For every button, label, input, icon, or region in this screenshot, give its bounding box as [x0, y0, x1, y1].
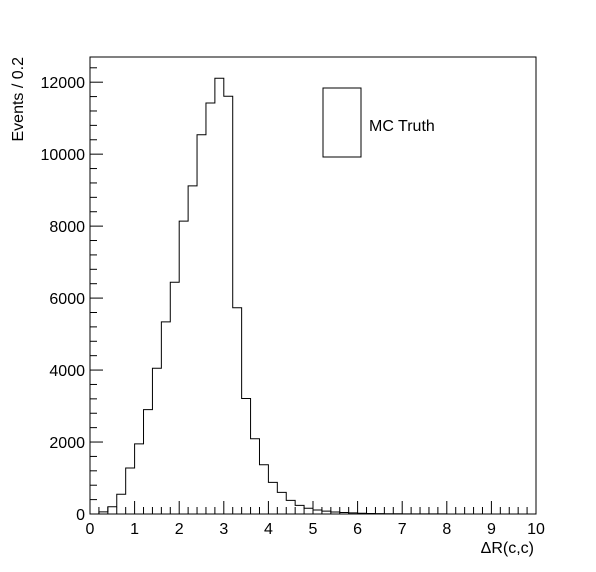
y-tick-label: 12000 — [41, 75, 86, 92]
histogram-bin — [179, 221, 188, 514]
y-tick-label: 8000 — [49, 219, 85, 236]
histogram-bin — [117, 494, 126, 514]
x-tick-label: 10 — [527, 521, 545, 538]
histogram-bin — [331, 512, 340, 514]
histogram-bin — [259, 465, 268, 514]
y-tick-label: 2000 — [49, 435, 85, 452]
y-axis-tick-labels: 0 2000 4000 6000 8000 10000 12000 — [41, 75, 86, 524]
histogram-bin — [242, 398, 251, 514]
y-tick-label: 10000 — [41, 147, 86, 164]
legend-swatch — [322, 87, 362, 158]
x-tick-label: 7 — [398, 521, 407, 538]
histogram-bin — [358, 513, 367, 514]
histogram-bin — [322, 511, 331, 514]
histogram-bin — [349, 513, 358, 514]
histogram-bin — [108, 507, 117, 514]
y-tick-label: 4000 — [49, 363, 85, 380]
x-tick-label: 1 — [130, 521, 139, 538]
x-axis-tick-labels: 0 1 2 3 4 5 6 7 8 9 10 — [86, 521, 545, 538]
histogram-bin — [144, 410, 153, 514]
histogram-bin — [170, 282, 179, 514]
x-tick-label: 9 — [487, 521, 496, 538]
histogram-bin — [367, 513, 376, 514]
y-tick-label: 6000 — [49, 291, 85, 308]
histogram-bin — [188, 186, 197, 514]
histogram-bin — [251, 439, 260, 514]
legend-label: MC Truth — [369, 118, 435, 135]
histogram-bin — [304, 508, 313, 514]
legend: MC Truth — [322, 87, 435, 158]
histogram-bin — [135, 444, 144, 514]
x-tick-label: 0 — [86, 521, 95, 538]
histogram-bin — [340, 513, 349, 514]
x-axis-ticks — [89, 501, 537, 514]
histogram-bin — [286, 500, 295, 514]
histogram-bin — [233, 308, 242, 514]
y-axis-ticks — [90, 67, 103, 515]
y-tick-label: 0 — [76, 507, 85, 524]
histogram-series — [90, 77, 536, 515]
histogram-bin — [126, 468, 135, 514]
x-tick-label: 3 — [219, 521, 228, 538]
x-tick-label: 8 — [442, 521, 451, 538]
x-tick-label: 2 — [175, 521, 184, 538]
histogram-bin — [161, 322, 170, 514]
x-tick-label: 4 — [264, 521, 273, 538]
histogram-bin — [152, 368, 161, 514]
histogram-bin — [224, 96, 233, 514]
histogram-bin — [197, 135, 206, 514]
y-axis-title: Events / 0.2 — [10, 57, 27, 142]
histogram-bin — [313, 510, 322, 514]
x-tick-label: 5 — [309, 521, 318, 538]
histogram-bin — [206, 103, 215, 514]
x-axis-title: ΔR(c,c) — [481, 540, 534, 557]
histogram-bin — [215, 78, 224, 514]
histogram-bin — [268, 482, 277, 514]
histogram-bin — [277, 492, 286, 514]
histogram-bin — [295, 505, 304, 514]
x-tick-label: 6 — [353, 521, 362, 538]
